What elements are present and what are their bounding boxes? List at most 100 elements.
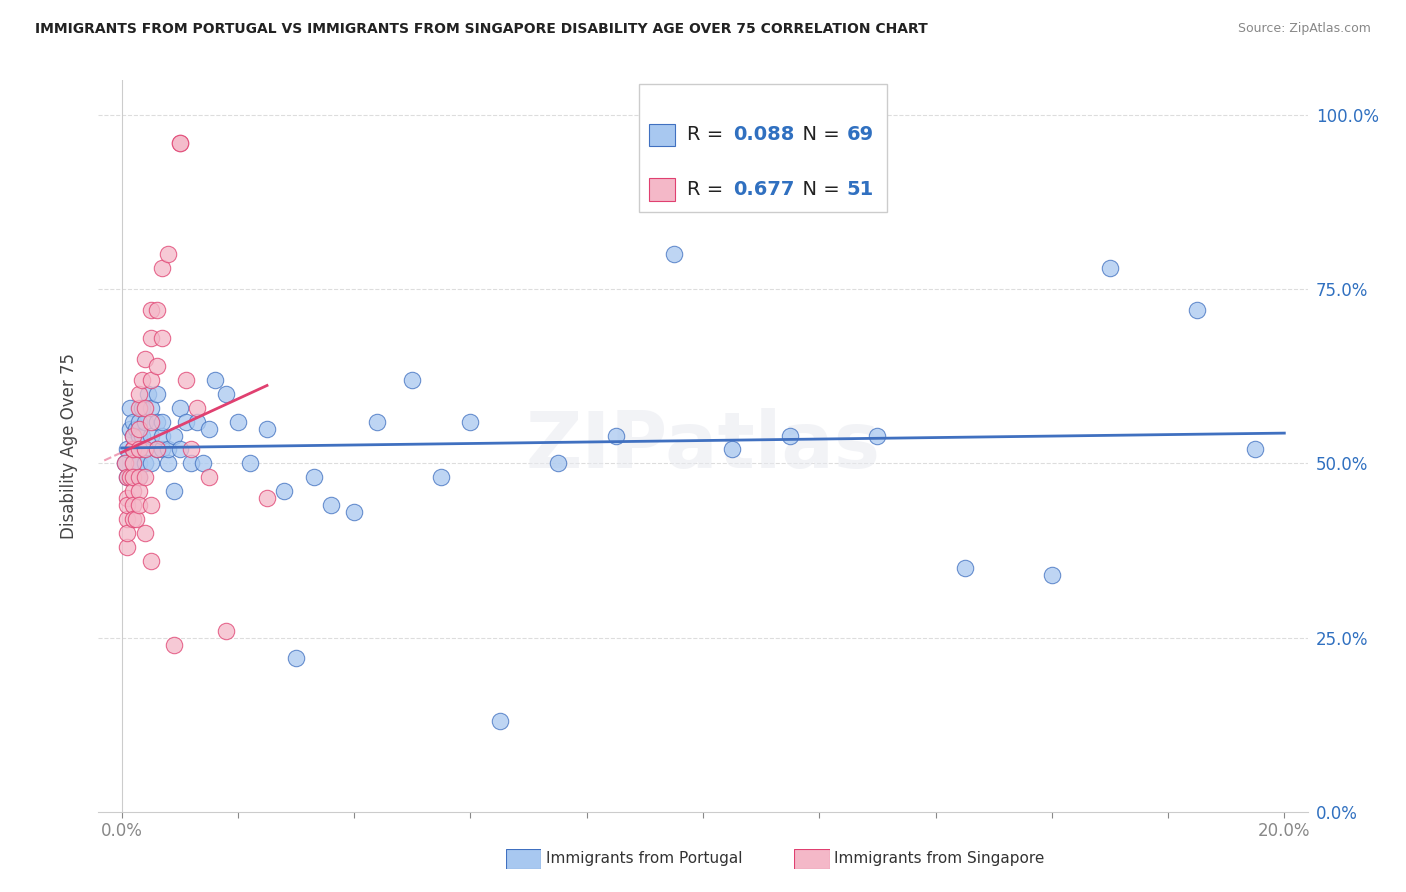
Point: [180, 442, 202, 457]
Point: [953, 561, 976, 575]
Text: N =: N =: [790, 180, 846, 199]
Point: [136, 386, 159, 401]
Point: [134, 457, 156, 471]
FancyBboxPatch shape: [648, 124, 675, 146]
Text: IMMIGRANTS FROM PORTUGAL VS IMMIGRANTS FROM SINGAPORE DISABILITY AGE OVER 75 COR: IMMIGRANTS FROM PORTUGAL VS IMMIGRANTS F…: [35, 22, 928, 37]
Point: [128, 457, 150, 471]
Point: [174, 373, 197, 387]
Point: [114, 457, 136, 471]
Point: [134, 470, 156, 484]
Point: [122, 428, 145, 442]
Point: [145, 303, 167, 318]
Point: [128, 386, 150, 401]
Point: [169, 136, 191, 150]
Point: [131, 373, 153, 387]
Point: [191, 457, 214, 471]
Point: [122, 457, 145, 471]
Point: [122, 428, 145, 442]
Point: [662, 247, 685, 261]
Point: [134, 442, 156, 457]
Point: [114, 457, 136, 471]
Point: [117, 470, 139, 484]
Text: R =: R =: [688, 180, 730, 199]
Point: [488, 714, 510, 728]
Point: [117, 540, 139, 554]
Point: [128, 421, 150, 435]
Point: [139, 331, 162, 345]
Point: [125, 421, 148, 435]
Point: [150, 331, 173, 345]
Point: [139, 428, 162, 442]
Point: [779, 428, 801, 442]
Point: [285, 651, 308, 665]
Point: [139, 303, 162, 318]
Point: [128, 442, 150, 457]
Point: [122, 470, 145, 484]
Point: [866, 428, 889, 442]
Text: 0.088: 0.088: [734, 126, 794, 145]
Y-axis label: Disability Age Over 75: Disability Age Over 75: [59, 353, 77, 539]
Point: [401, 373, 423, 387]
Text: Source: ZipAtlas.com: Source: ZipAtlas.com: [1237, 22, 1371, 36]
Point: [163, 428, 186, 442]
Point: [157, 247, 180, 261]
Point: [128, 442, 150, 457]
Point: [150, 442, 173, 457]
Point: [134, 351, 156, 366]
Point: [122, 442, 145, 457]
Point: [122, 457, 145, 471]
Point: [302, 470, 325, 484]
Point: [139, 457, 162, 471]
Point: [128, 470, 150, 484]
Point: [128, 415, 150, 429]
Point: [128, 498, 150, 512]
Point: [605, 428, 627, 442]
Point: [150, 428, 173, 442]
Point: [117, 470, 139, 484]
Point: [120, 470, 142, 484]
Point: [122, 512, 145, 526]
Point: [1185, 303, 1208, 318]
Point: [117, 512, 139, 526]
Point: [430, 470, 453, 484]
Point: [180, 457, 202, 471]
Point: [198, 421, 221, 435]
Point: [131, 401, 153, 415]
Point: [215, 624, 238, 638]
Point: [122, 415, 145, 429]
Point: [169, 442, 191, 457]
FancyBboxPatch shape: [638, 84, 887, 212]
Text: 0.677: 0.677: [734, 180, 794, 199]
Point: [150, 415, 173, 429]
Point: [186, 415, 208, 429]
Point: [139, 498, 162, 512]
Point: [134, 442, 156, 457]
Point: [120, 401, 142, 415]
Point: [145, 386, 167, 401]
Point: [128, 401, 150, 415]
Text: 69: 69: [846, 126, 875, 145]
Point: [150, 261, 173, 276]
Point: [134, 415, 156, 429]
Text: Immigrants from Portugal: Immigrants from Portugal: [546, 851, 742, 865]
Point: [139, 401, 162, 415]
Point: [128, 470, 150, 484]
Point: [134, 401, 156, 415]
Point: [120, 421, 142, 435]
Point: [134, 526, 156, 541]
Point: [366, 415, 388, 429]
Point: [117, 442, 139, 457]
Point: [122, 498, 145, 512]
Point: [117, 526, 139, 541]
Text: R =: R =: [688, 126, 730, 145]
Point: [169, 136, 191, 150]
Point: [145, 442, 167, 457]
Point: [122, 442, 145, 457]
Point: [198, 470, 221, 484]
Point: [174, 415, 197, 429]
Point: [186, 401, 208, 415]
Text: Immigrants from Singapore: Immigrants from Singapore: [834, 851, 1045, 865]
Point: [460, 415, 482, 429]
Point: [122, 484, 145, 499]
Point: [145, 359, 167, 373]
